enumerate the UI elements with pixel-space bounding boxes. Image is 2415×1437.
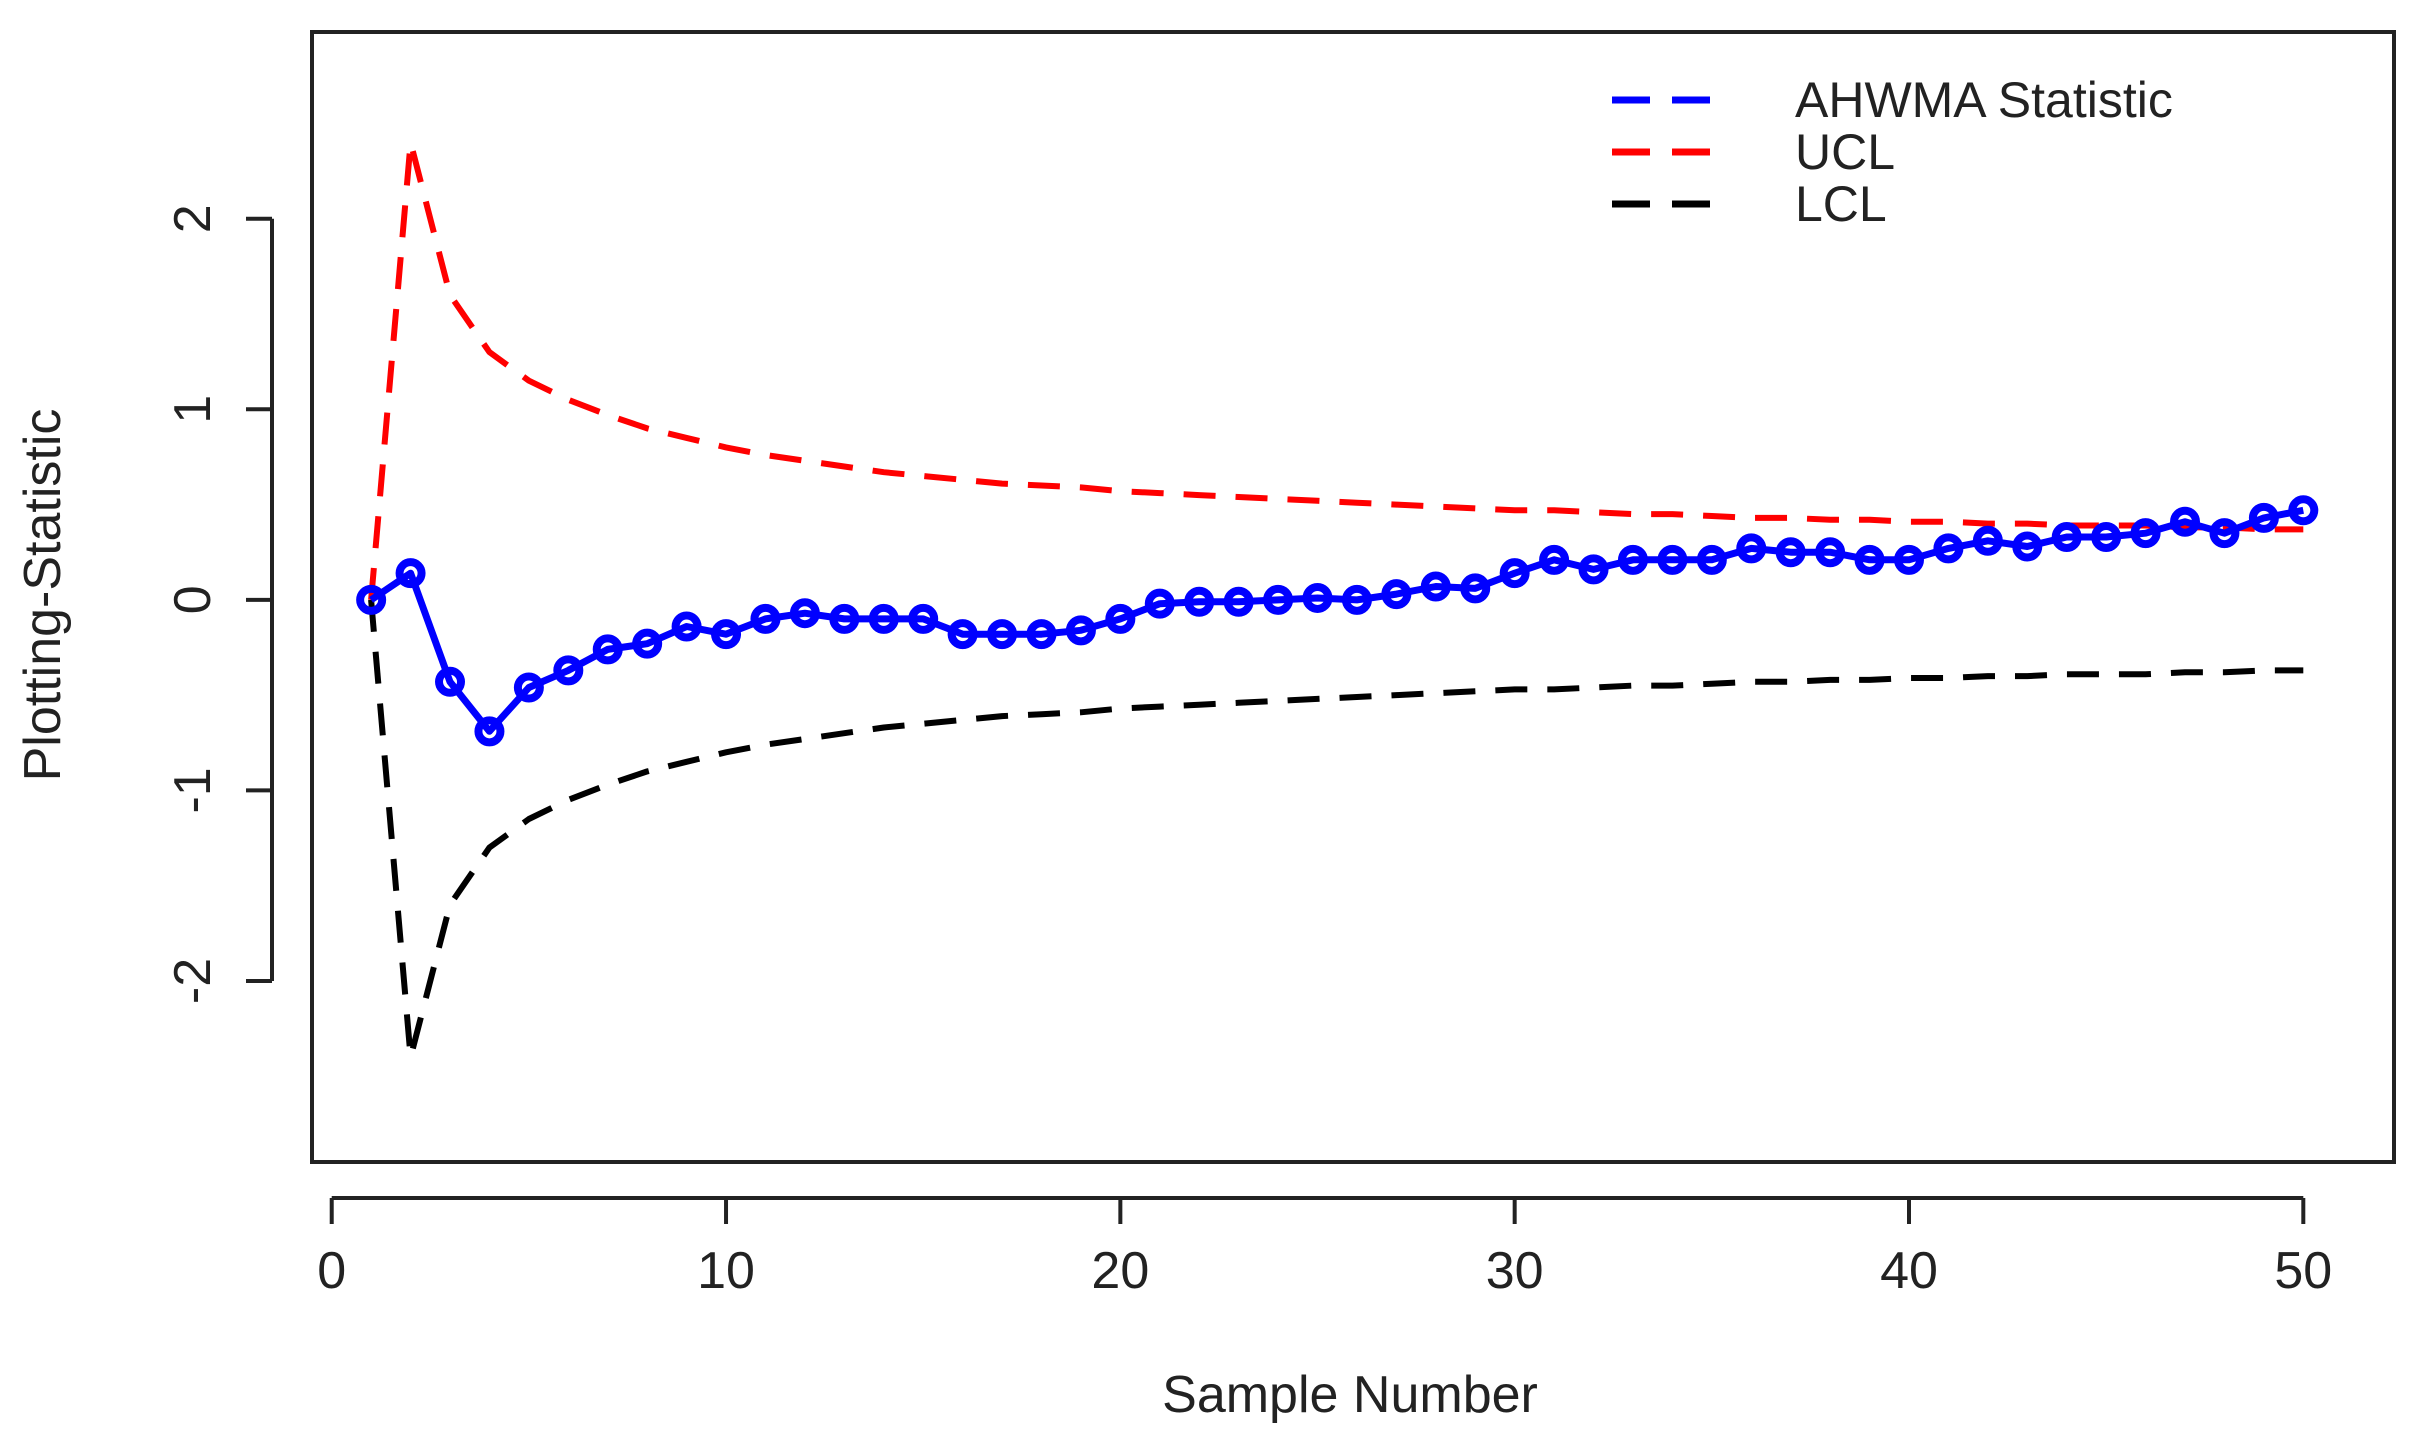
ahwma-statistic-point [1893,544,1924,575]
y-tick-label: 0 [164,585,222,614]
ahwma-statistic-point [1420,571,1451,602]
ahwma-statistic-point [1499,558,1530,589]
ahwma-statistic-point [1341,584,1372,615]
ahwma-statistic-point [474,716,505,747]
ahwma-statistic-point [2012,531,2043,562]
ahwma-statistic-point [1775,537,1806,568]
ahwma-statistic-point [1578,554,1609,585]
ahwma-statistic-point [1972,525,2003,556]
y-axis: -2 -1 0 1 2 [164,204,274,1004]
x-axis: 0 10 20 30 40 50 [317,1196,2332,1300]
x-tick-label: 50 [2274,1242,2332,1300]
ahwma-statistic-point [2091,521,2122,552]
ahwma-statistic-point [671,611,702,642]
ahwma-statistic-point [1539,544,1570,575]
ahwma-statistic-point [435,666,466,697]
ahwma-statistic-point [395,558,426,589]
ahwma-statistic-point [1657,544,1688,575]
ahwma-statistic-point [356,584,387,615]
ahwma-statistic-point [1854,544,1885,575]
ahwma-statistic-point [2130,518,2161,549]
x-tick-label: 30 [1486,1242,1544,1300]
ahwma-statistic-point [908,603,939,634]
ahwma-statistic-point [868,603,899,634]
ahwma-statistic-point [2051,521,2082,552]
ahwma-statistic-point [1617,544,1648,575]
x-axis-label: Sample Number [1162,1366,1538,1424]
ahwma-statistic-point [1026,619,1057,650]
ahwma-statistic-point [1736,533,1767,564]
ahwma-statistic-point [1105,603,1136,634]
legend-label-lcl: LCL [1795,176,1887,232]
ucl-line [368,139,2304,601]
x-tick-label: 0 [317,1242,346,1300]
ahwma-statistic-point [1815,537,1846,568]
ahwma-statistic-point [2170,506,2201,537]
ahwma-statistic-point [2248,502,2279,533]
ahwma-statistic-point [829,603,860,634]
ahwma-statistic-point [1696,544,1727,575]
ahwma-statistic-point [553,655,584,686]
x-tick-label: 20 [1091,1242,1149,1300]
ahwma-statistic-point [789,598,820,629]
ahwma-statistic-point [1065,615,1096,646]
ahwma-statistic-point [1184,586,1215,617]
ahwma-statistic-point [592,634,623,665]
ahwma-statistic-line [369,506,2304,735]
ahwma-statistic-point [1263,584,1294,615]
ahwma-statistic-point [1381,579,1412,610]
plot-frame [310,30,2396,1164]
ahwma-statistic-point [947,619,978,650]
ahwma-statistic-point [711,619,742,650]
ahwma-statistic-point [1223,586,1254,617]
y-tick-label: -2 [164,958,222,1004]
y-tick-label: 1 [164,395,222,424]
ahwma-statistic-point [1144,588,1175,619]
series-layer [356,139,2319,1061]
ahwma-statistic-point [2209,518,2240,549]
ahwma-statistic-point [1302,582,1333,613]
legend-label-ahwma-statistic: AHWMA Statistic [1795,72,2173,128]
x-tick-label: 40 [1880,1242,1938,1300]
ahwma-statistic-point [513,672,544,703]
lcl-line [368,599,2304,1061]
ahwma-statistic-point [750,603,781,634]
x-tick-label: 10 [697,1242,755,1300]
ahwma-statistic-point [632,628,663,659]
ahwma-statistic-point [1933,533,1964,564]
ahwma-statistic-point [2288,495,2319,526]
y-tick-label: 2 [164,204,222,233]
ahwma-statistic-point [1460,573,1491,604]
ahwma-statistic-point [987,619,1018,650]
y-tick-label: -1 [164,767,222,813]
y-axis-label: Plotting-Statistic [14,409,72,782]
legend-label-ucl: UCL [1795,124,1895,180]
